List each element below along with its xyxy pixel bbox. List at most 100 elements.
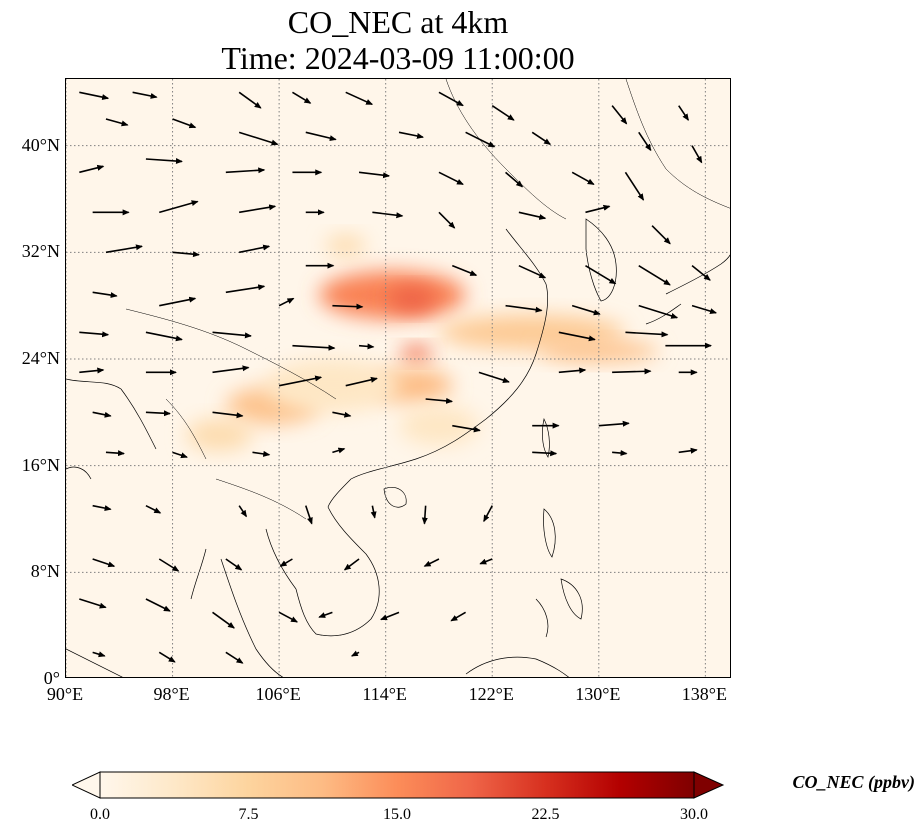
wind-arrow xyxy=(79,598,107,609)
wind-arrow xyxy=(225,284,266,294)
wind-arrow xyxy=(239,244,271,254)
wind-arrow xyxy=(172,451,188,459)
wind-arrow xyxy=(158,651,176,663)
wind-arrow xyxy=(292,344,336,351)
wind-arrow xyxy=(625,331,669,338)
wind-arrow xyxy=(145,410,171,417)
wind-arrow xyxy=(585,264,617,285)
colorbar-max-extend xyxy=(693,771,725,799)
wind-arrow xyxy=(612,368,652,375)
wind-arrow xyxy=(132,91,158,99)
wind-arrow xyxy=(79,91,110,101)
wind-arrow xyxy=(305,505,313,525)
wind-arrow xyxy=(159,296,197,307)
lon-tick-label: 122°E xyxy=(468,684,514,704)
wind-vectors xyxy=(79,91,717,664)
wind-arrow xyxy=(79,331,110,338)
wind-arrow xyxy=(425,397,454,404)
wind-arrow xyxy=(380,611,400,621)
wind-arrow xyxy=(691,265,711,281)
wind-arrow xyxy=(145,504,162,514)
wind-arrow xyxy=(571,304,601,316)
wind-arrow xyxy=(145,158,183,164)
wind-arrow xyxy=(345,376,378,387)
wind-arrow xyxy=(252,450,271,457)
wind-arrow xyxy=(691,145,703,164)
wind-arrow xyxy=(212,411,244,419)
wind-arrow xyxy=(332,411,352,418)
wind-arrow xyxy=(105,450,125,457)
wind-arrow xyxy=(159,200,199,214)
wind-arrow xyxy=(238,91,262,109)
wind-arrow xyxy=(105,118,129,127)
wind-arrow xyxy=(358,171,391,179)
title-line-1: CO_NEC at 4km xyxy=(287,4,509,40)
wind-arrow xyxy=(350,650,360,657)
colorbar xyxy=(72,771,725,799)
gridlines xyxy=(66,79,730,677)
wind-arrow xyxy=(505,171,524,188)
wind-arrow xyxy=(225,167,266,174)
wind-arrow xyxy=(212,331,252,339)
co-plume xyxy=(399,405,479,446)
wind-arrow xyxy=(558,331,596,342)
wind-arrow xyxy=(532,450,558,457)
wind-arrow xyxy=(452,424,481,433)
lon-tick-label: 138°E xyxy=(681,684,727,704)
co-plume xyxy=(265,359,399,413)
wind-arrow xyxy=(638,131,652,152)
wind-arrow xyxy=(238,131,279,146)
wind-arrow xyxy=(438,211,456,229)
wind-arrow xyxy=(305,131,337,142)
wind-arrow xyxy=(465,131,496,148)
colorbar-tick-label: 7.5 xyxy=(238,806,259,823)
wind-arrow xyxy=(438,171,464,186)
wind-arrow xyxy=(491,105,515,121)
wind-arrow xyxy=(691,304,717,315)
wind-arrow xyxy=(145,331,183,342)
wind-arrow xyxy=(278,611,299,623)
wind-arrow xyxy=(505,304,543,313)
lat-tick-label: 24°N xyxy=(21,348,60,368)
wind-arrow xyxy=(318,611,333,618)
wind-arrow xyxy=(225,651,244,664)
wind-arrow xyxy=(172,251,200,258)
wind-arrow xyxy=(238,505,248,518)
colorbar-tick-label: 30.0 xyxy=(680,806,708,823)
wind-arrow xyxy=(612,450,628,457)
wind-arrow xyxy=(531,131,552,145)
wind-arrow xyxy=(421,505,428,525)
wind-arrow xyxy=(651,225,671,245)
wind-arrow xyxy=(225,558,243,571)
wind-arrow xyxy=(611,105,628,125)
wind-arrow xyxy=(598,420,630,427)
colorbar-tick-label: 0.0 xyxy=(90,806,110,823)
wind-arrow xyxy=(343,558,360,571)
wind-arrow xyxy=(278,375,323,387)
wind-arrow xyxy=(638,304,679,319)
wind-arrow xyxy=(518,211,547,220)
wind-arrow xyxy=(92,558,116,568)
wind-arrow xyxy=(571,171,595,186)
wind-arrow xyxy=(79,164,105,174)
colorbar-gradient xyxy=(99,771,695,799)
wind-arrow xyxy=(212,365,250,374)
wind-arrow xyxy=(478,371,510,383)
lon-tick-label: 106°E xyxy=(255,684,301,704)
lat-tick-label: 32°N xyxy=(21,241,60,262)
lat-tick-label: 40°N xyxy=(21,134,60,155)
co-plume xyxy=(325,235,366,257)
coastlines xyxy=(66,79,730,677)
wind-arrow xyxy=(372,211,404,219)
wind-arrow xyxy=(279,558,293,567)
lat-tick-label: 0° xyxy=(43,668,60,688)
wind-arrow xyxy=(278,297,295,307)
colorbar-label: CO_NEC (ppbv) xyxy=(792,772,916,792)
colorbar-tick-label: 22.5 xyxy=(531,806,560,823)
wind-arrow xyxy=(345,91,374,106)
wind-arrow xyxy=(558,367,587,374)
wind-arrow xyxy=(451,264,478,277)
lat-tick-label: 8°N xyxy=(30,561,60,582)
co-plume xyxy=(400,345,433,362)
lat-tick-label: 16°N xyxy=(21,454,60,475)
